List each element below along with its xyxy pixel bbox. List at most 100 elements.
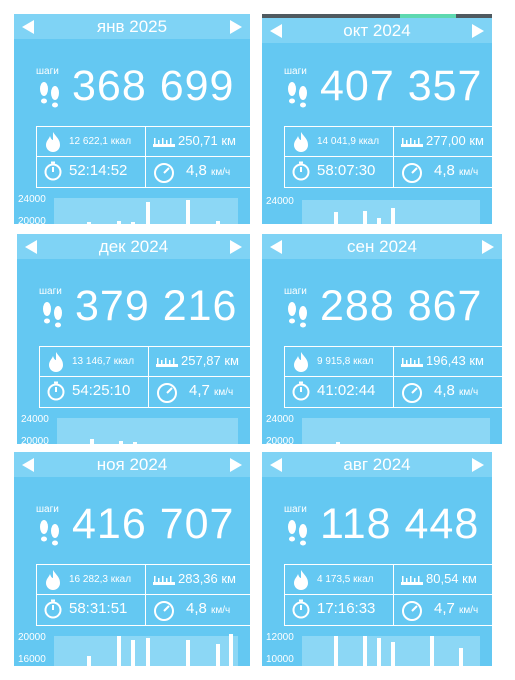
day-bar (335, 442, 340, 444)
month-title: сен 2024 (347, 237, 417, 256)
daily-steps-chart: 24000 20000 (14, 194, 250, 224)
month-header: ноя 2024 (14, 452, 250, 477)
y-tick-label: 20000 (21, 436, 49, 444)
day-bar (362, 211, 367, 224)
daily-steps-chart: 24000 20000 (17, 414, 250, 444)
day-bar (146, 202, 150, 224)
steps-label: шаги (36, 504, 59, 515)
daily-steps-chart: 24000 20000 (262, 414, 502, 444)
steps-label: шаги (284, 66, 307, 77)
next-month-arrow-icon[interactable] (482, 240, 494, 254)
prev-month-arrow-icon[interactable] (270, 24, 282, 38)
speed-cell: 4,8 км/ч (394, 157, 492, 186)
ruler-icon (156, 358, 178, 367)
calories-cell: 16 282,3 ккал (37, 565, 145, 594)
month-header: авг 2024 (262, 452, 492, 477)
y-tick-label: 24000 (266, 414, 294, 425)
y-tick-label: 12000 (266, 632, 294, 643)
y-tick-label: 24000 (21, 414, 49, 425)
day-bar (376, 218, 381, 224)
stopwatch-icon (292, 599, 310, 619)
ruler-icon (153, 576, 175, 585)
prev-month-arrow-icon[interactable] (22, 458, 34, 472)
month-card-nov-2024: ноя 2024 шаги 416 707 16 282,3 ккал 283,… (14, 452, 250, 666)
steps-value: 288 867 (320, 282, 483, 330)
day-bar (458, 648, 463, 666)
daily-steps-chart: 20000 16000 (14, 632, 250, 666)
steps-label: шаги (284, 504, 307, 515)
speedometer-icon (402, 163, 422, 183)
month-header: сен 2024 (262, 234, 502, 259)
calories-cell: 4 173,5 ккал (285, 565, 393, 594)
day-bar (334, 636, 339, 666)
prev-month-arrow-icon[interactable] (25, 240, 37, 254)
speed-cell: 4,8 км/ч (146, 157, 250, 186)
month-title: ноя 2024 (96, 455, 168, 474)
y-tick-label: 16000 (18, 654, 46, 665)
steps-value: 368 699 (72, 62, 235, 110)
prev-month-arrow-icon[interactable] (270, 458, 282, 472)
day-bar (186, 640, 191, 666)
duration-cell: 58:07:30 (285, 157, 393, 186)
y-tick-label: 24000 (266, 196, 294, 207)
month-header: янв 2025 (14, 14, 250, 39)
day-bar (116, 636, 121, 666)
ruler-icon (401, 576, 423, 585)
duration-cell: 58:31:51 (37, 595, 145, 624)
distance-cell: 196,43 км (394, 347, 502, 376)
flame-icon (49, 352, 63, 372)
chart-plot-area (302, 636, 480, 666)
footsteps-icon (40, 82, 59, 108)
stats-grid: 14 041,9 ккал 277,00 км 58:07:30 4,8 км/… (284, 126, 492, 188)
day-bar (133, 442, 138, 444)
ruler-icon (153, 138, 175, 147)
stopwatch-icon (47, 381, 65, 401)
flame-icon (294, 352, 308, 372)
month-title: окт 2024 (343, 21, 411, 40)
day-bar (362, 636, 367, 666)
day-bar (391, 208, 395, 224)
footsteps-icon (288, 520, 307, 546)
stats-grid: 16 282,3 ккал 283,36 км 58:31:51 4,8 км/… (36, 564, 250, 626)
day-bar (89, 439, 94, 444)
footsteps-icon (288, 302, 307, 328)
next-month-arrow-icon[interactable] (472, 458, 484, 472)
next-month-arrow-icon[interactable] (230, 458, 242, 472)
month-card-jan-2025: янв 2025 шаги 368 699 12 622,1 ккал 250,… (14, 14, 250, 224)
calories-cell: 13 146,7 ккал (40, 347, 148, 376)
duration-cell: 17:16:33 (285, 595, 393, 624)
month-title: янв 2025 (96, 17, 168, 36)
month-card-oct-2024: окт 2024 шаги 407 357 14 041,9 ккал 277,… (262, 14, 492, 224)
month-title: дек 2024 (98, 237, 169, 256)
month-card-dec-2024: дек 2024 шаги 379 216 13 146,7 ккал 257,… (17, 234, 250, 444)
steps-value: 416 707 (72, 500, 235, 548)
y-tick-label: 20000 (18, 216, 46, 224)
calories-cell: 12 622,1 ккал (37, 127, 145, 156)
stats-grid: 13 146,7 ккал 257,87 км 54:25:10 4,7 км/… (39, 346, 250, 408)
speed-cell: 4,8 км/ч (394, 377, 502, 406)
flame-icon (46, 132, 60, 152)
steps-label: шаги (39, 286, 62, 297)
daily-steps-chart: 24000 (262, 196, 492, 224)
day-bar (118, 441, 123, 444)
day-bar (376, 638, 381, 666)
chart-plot-area (302, 418, 490, 444)
prev-month-arrow-icon[interactable] (270, 240, 282, 254)
next-month-arrow-icon[interactable] (230, 240, 242, 254)
stopwatch-icon (292, 381, 310, 401)
speedometer-icon (157, 383, 177, 403)
stopwatch-icon (292, 161, 310, 181)
day-bar (391, 642, 395, 666)
month-card-sep-2024: сен 2024 шаги 288 867 9 915,8 ккал 196,4… (262, 234, 502, 444)
next-month-arrow-icon[interactable] (472, 24, 484, 38)
month-title: авг 2024 (343, 455, 411, 474)
distance-cell: 250,71 км (146, 127, 250, 156)
stats-grid: 4 173,5 ккал 80,54 км 17:16:33 4,7 км/ч (284, 564, 492, 626)
prev-month-arrow-icon[interactable] (22, 20, 34, 34)
duration-cell: 54:25:10 (40, 377, 148, 406)
distance-cell: 283,36 км (146, 565, 250, 594)
next-month-arrow-icon[interactable] (230, 20, 242, 34)
footsteps-icon (43, 302, 62, 328)
month-card-aug-2024: авг 2024 шаги 118 448 4 173,5 ккал 80,54… (262, 452, 492, 666)
calories-cell: 14 041,9 ккал (285, 127, 393, 156)
